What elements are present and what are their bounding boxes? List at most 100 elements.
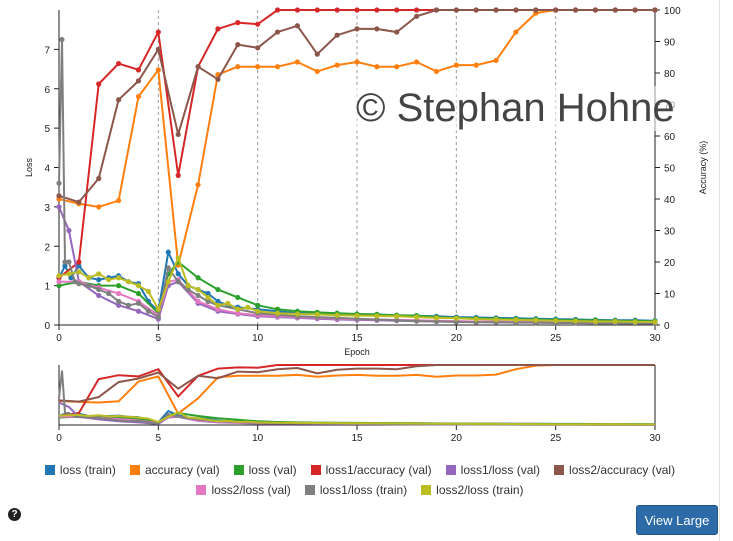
legend-item[interactable]: loss1/loss (train) [304,480,408,500]
data-point-loss2-loss-train [453,315,459,321]
data-point-loss1-accuracy-val [175,172,181,178]
y-tick-label-right: 50 [664,164,676,175]
data-point-loss2-accuracy-val [473,7,479,13]
data-point-loss2-loss-train [125,279,132,285]
legend-item[interactable]: loss2/loss (train) [421,480,524,500]
data-point-loss1-loss-train [106,290,112,297]
data-point-loss2-accuracy-val [632,7,638,13]
legend-item[interactable]: loss2/accuracy (val) [554,460,675,480]
data-point-loss2-accuracy-val [116,97,122,103]
data-point-loss2-loss-train [553,318,559,324]
y-tick-label-left: 6 [44,85,50,96]
data-point-loss2-loss-train [56,273,62,279]
data-point-loss2-accuracy-val [354,26,360,32]
data-point-loss1-loss-train [205,298,211,304]
legend-row: loss2/loss (val) loss1/loss (train) loss2/… [0,480,720,500]
data-point-loss2-loss-train [334,312,340,318]
data-point-accuracy-val [255,64,261,70]
data-point-loss2-accuracy-val [493,7,499,13]
x-tick-label: 5 [156,333,162,344]
data-point-loss2-accuracy-val [76,199,82,205]
data-point-loss1-loss-train [125,302,132,308]
legend-item[interactable]: loss2/loss (val) [196,480,291,500]
y-tick-label-right: 30 [664,227,676,238]
data-point-loss-val [195,275,201,281]
data-point-loss2-accuracy-val [155,46,161,52]
data-point-accuracy-val [96,204,102,210]
legend-item[interactable]: accuracy (val) [129,460,220,480]
data-point-loss1-accuracy-val [116,60,122,67]
y-tick-label-right: 60 [664,132,676,143]
data-point-loss2-accuracy-val [374,26,380,32]
legend-row: loss (train) accuracy (val) loss (val) loss… [0,460,720,480]
y-tick-label-right: 40 [664,195,676,206]
legend-item[interactable]: loss (train) [44,460,116,480]
data-point-loss2-accuracy-val [453,7,459,13]
data-point-loss2-loss-train [106,277,112,283]
data-point-accuracy-val [414,59,420,65]
data-point-loss1-loss-train [76,281,82,287]
data-point-accuracy-val [294,59,300,65]
overview-x-tick-label: 15 [351,433,363,444]
data-point-loss2-loss-val [235,310,241,316]
data-point-loss2-accuracy-val [533,7,539,13]
help-icon[interactable]: ? [8,508,21,521]
data-point-loss-val [135,290,142,297]
data-point-loss2-accuracy-val [513,7,519,13]
legend-label: loss1/loss (train) [319,483,408,497]
data-point-loss2-loss-train [175,255,181,261]
data-point-loss-train [96,277,102,283]
data-point-loss2-loss-train [354,312,360,319]
data-point-loss2-loss-train [205,294,211,301]
y-axis-label-right: Accuracy (%) [698,141,708,195]
data-point-loss1-loss-val [135,308,142,314]
y-axis-label-left: Loss [24,157,34,177]
data-point-loss2-loss-train [215,302,221,308]
x-tick-label: 10 [252,333,264,344]
data-point-loss1-accuracy-val [135,67,142,73]
data-point-loss2-accuracy-val [592,7,599,13]
legend-item[interactable]: loss (val) [233,460,297,480]
data-point-loss1-loss-train [414,318,420,324]
data-point-loss1-loss-val [66,227,72,234]
legend-item[interactable]: loss1/accuracy (val) [310,460,432,480]
x-tick-label: 20 [451,333,463,344]
data-point-accuracy-val [433,68,440,75]
y-tick-label-left: 7 [44,45,50,56]
data-point-loss2-loss-train [632,319,638,325]
data-point-loss2-loss-train [155,306,161,312]
legend-label: loss (val) [248,463,297,477]
legend-label: loss2/loss (val) [211,483,291,497]
data-point-loss1-loss-train [62,259,68,265]
data-point-loss-val [56,283,62,289]
data-point-loss1-accuracy-val [294,7,300,13]
data-point-loss2-loss-train [225,300,231,306]
data-point-accuracy-val [155,67,161,73]
legend-item[interactable]: loss1/loss (val) [445,460,540,480]
data-point-loss1-loss-val [116,302,122,308]
data-point-loss2-loss-val [195,298,201,304]
overview-line-loss2-accuracy-val [58,364,655,403]
data-point-loss2-accuracy-val [235,42,241,48]
data-point-loss-train [165,249,171,255]
x-tick-label: 30 [649,333,661,344]
legend-label: loss1/accuracy (val) [325,463,432,477]
data-point-loss2-loss-train [294,311,300,317]
data-point-loss-val [235,294,241,301]
data-point-loss1-accuracy-val [76,259,82,265]
data-point-loss2-loss-train [165,279,171,285]
overview-x-tick-label: 10 [252,433,264,444]
view-large-button[interactable]: View Large [636,505,718,535]
overview-line-loss1-accuracy-val [58,364,655,417]
data-point-loss2-loss-train [145,288,151,295]
y-tick-label-right: 100 [664,6,681,17]
overview-x-tick-label: 5 [156,433,162,444]
data-point-loss2-loss-train [533,317,539,323]
data-point-loss2-loss-train [195,286,201,293]
legend-swatch [304,485,315,495]
data-point-loss1-loss-train [66,259,72,265]
data-point-loss1-loss-train [59,36,65,43]
data-point-loss1-accuracy-val [334,7,340,13]
data-point-loss1-loss-train [394,317,400,323]
